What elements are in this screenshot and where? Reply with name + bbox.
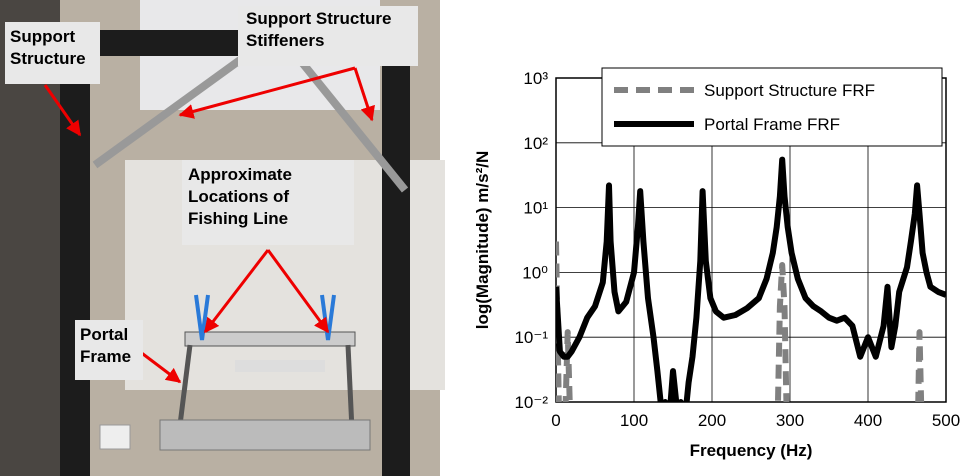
- y-tick-label: 10¹: [523, 199, 548, 218]
- x-tick-label: 200: [698, 411, 726, 430]
- x-axis-label: Frequency (Hz): [690, 441, 813, 460]
- x-tick-label: 0: [551, 411, 560, 430]
- annotation: Stiffeners: [246, 31, 324, 50]
- annotation: Fishing Line: [188, 209, 288, 228]
- y-tick-label: 10⁻²: [514, 393, 548, 412]
- legend-label: Support Structure FRF: [704, 81, 875, 100]
- annotation: Locations of: [188, 187, 289, 206]
- x-tick-label: 500: [932, 411, 960, 430]
- annotation: Approximate: [188, 165, 292, 184]
- annotation: Structure: [10, 49, 86, 68]
- annotation: Support Structure: [246, 9, 391, 28]
- y-tick-label: 10²: [523, 134, 548, 153]
- x-tick-label: 100: [620, 411, 648, 430]
- series-line: [556, 156, 946, 402]
- annotation: Support: [10, 27, 75, 46]
- y-tick-label: 10⁻¹: [514, 328, 548, 347]
- chart: 10⁻² 10⁻¹ 10⁰ 10¹ 10² 10³ 0 100 200 300 400 500 Freq…: [473, 67, 960, 460]
- legend-label: Portal Frame FRF: [704, 115, 840, 134]
- annotation: Frame: [80, 347, 131, 366]
- legend-box: [601, 67, 943, 147]
- y-tick-label: 10³: [523, 69, 548, 88]
- y-tick-label: 10⁰: [522, 263, 548, 282]
- annotation: Portal: [80, 325, 128, 344]
- x-tick-label: 400: [854, 411, 882, 430]
- y-axis-label: log(Magnitude) m/s²/N: [473, 151, 492, 329]
- x-tick-label: 300: [776, 411, 804, 430]
- photo: Support Structure Support Structure Stiffen…: [0, 0, 445, 476]
